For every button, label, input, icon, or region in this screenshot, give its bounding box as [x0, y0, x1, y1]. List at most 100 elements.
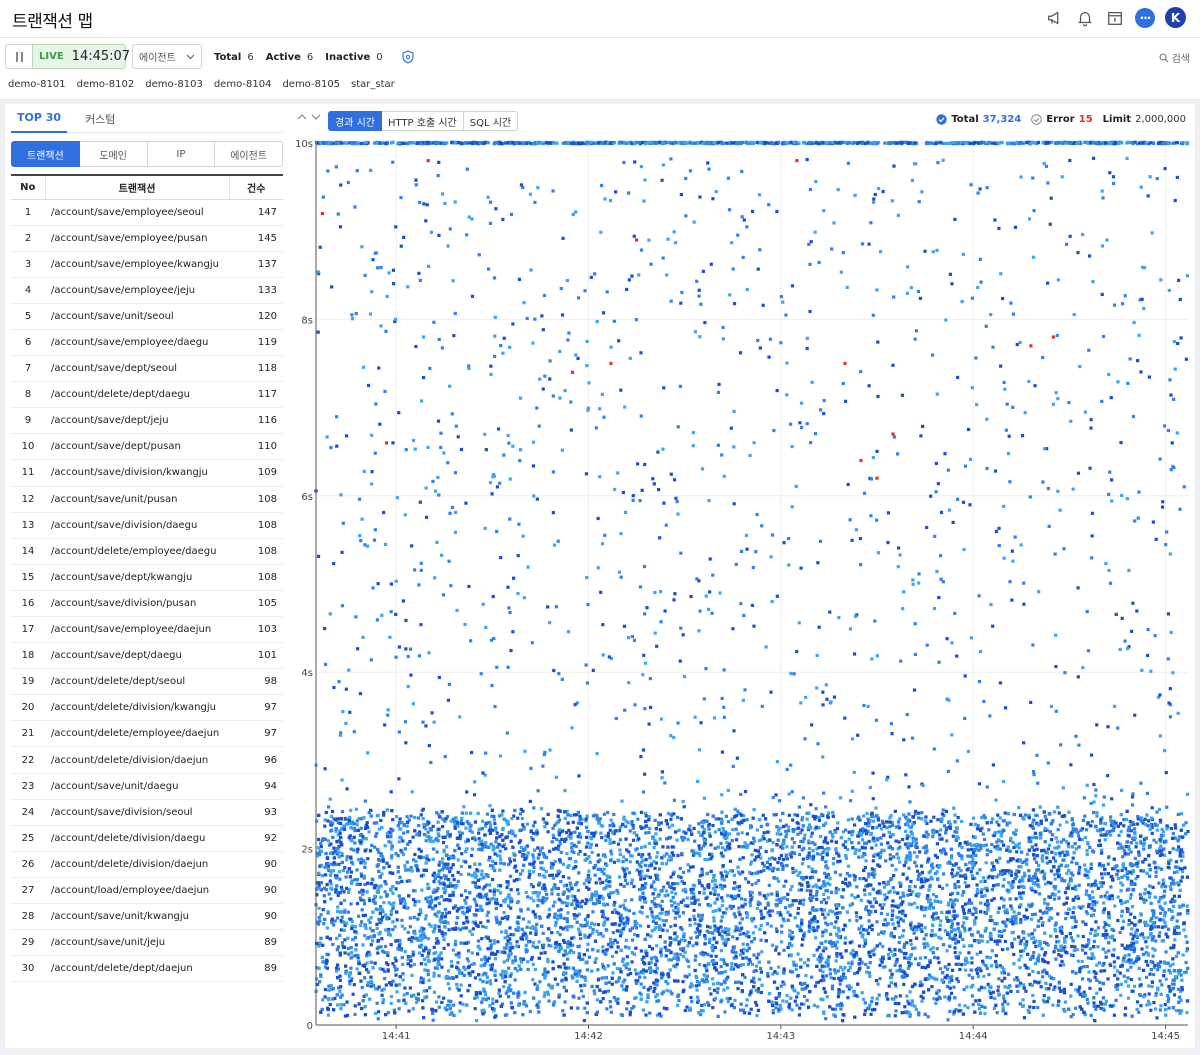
data-point — [332, 863, 336, 867]
table-row[interactable]: 4/account/save/employee/jeju 133 — [11, 277, 283, 304]
data-point — [1092, 970, 1096, 974]
agent-tag[interactable]: demo-8101 — [8, 79, 66, 90]
data-point — [413, 815, 417, 820]
table-row[interactable]: 16/account/save/division/pusan 105 — [11, 590, 283, 618]
legend-total[interactable]: Total 37,324 — [936, 114, 1021, 125]
table-row[interactable]: 29/account/save/unit/jeju 89 — [11, 929, 283, 957]
data-point — [403, 847, 407, 851]
table-row[interactable]: 21/account/delete/employee/daejun 97 — [11, 720, 283, 748]
table-row[interactable]: 3/account/save/employee/kwangju 137 — [11, 251, 283, 278]
table-row[interactable]: 25/account/delete/division/daegu 92 — [11, 825, 283, 852]
data-point — [781, 999, 785, 1003]
data-point — [855, 914, 859, 919]
table-row[interactable]: 7/account/save/dept/seoul 118 — [11, 355, 283, 383]
data-point — [950, 871, 954, 876]
data-point — [1182, 928, 1186, 932]
data-point — [1146, 999, 1151, 1003]
avatar[interactable]: K — [1165, 7, 1186, 28]
table-row[interactable]: 17/account/save/employee/daejun 103 — [11, 616, 283, 644]
table-row[interactable]: 22/account/delete/division/daejun 96 — [11, 746, 283, 774]
agent-tag[interactable]: demo-8102 — [76, 79, 135, 90]
data-point — [575, 902, 579, 906]
chat-icon[interactable]: ··· — [1135, 7, 1155, 28]
tab-sql-time[interactable]: SQL 시간 — [463, 111, 519, 131]
data-point — [1154, 874, 1158, 878]
data-point — [596, 949, 600, 953]
data-point — [441, 835, 445, 839]
column-header-transaction[interactable]: 트랜잭션 — [45, 175, 230, 200]
tab-top30[interactable]: TOP 30 — [11, 109, 68, 133]
data-point — [1120, 875, 1124, 879]
data-point — [496, 940, 500, 944]
data-point — [1078, 970, 1082, 974]
agent-tag[interactable]: demo-8103 — [145, 79, 203, 90]
table-row[interactable]: 8/account/delete/dept/daegu 117 — [11, 381, 283, 409]
column-header-count[interactable]: 건수 — [229, 175, 283, 200]
agent-tag[interactable]: demo-8105 — [282, 79, 341, 90]
data-point — [619, 882, 623, 887]
chevron-down-icon[interactable] — [311, 113, 321, 121]
table-row[interactable]: 13/account/save/division/daegu 108 — [11, 512, 283, 539]
data-point — [652, 901, 656, 905]
shield-icon[interactable] — [401, 50, 415, 64]
segment-transaction[interactable]: 트랜잭션 — [11, 141, 80, 167]
data-point — [741, 962, 745, 967]
table-row[interactable]: 2/account/save/employee/pusan 145 — [11, 225, 283, 252]
data-point — [590, 895, 594, 899]
data-point — [529, 835, 534, 840]
data-point — [388, 933, 393, 937]
table-row[interactable]: 28/account/save/unit/kwangju 90 — [11, 903, 283, 931]
agent-tag[interactable]: demo-8104 — [213, 79, 272, 90]
data-point — [1096, 886, 1100, 890]
data-point — [889, 814, 893, 818]
data-point — [695, 979, 700, 984]
chevron-up-icon[interactable] — [297, 113, 307, 121]
bell-icon[interactable] — [1075, 8, 1095, 28]
segment-agent[interactable]: 에이전트 — [215, 141, 283, 167]
table-row[interactable]: 30/account/delete/dept/daejun 89 — [11, 955, 283, 983]
table-row[interactable]: 1/account/save/employee/seoul 147 — [11, 199, 283, 226]
table-row[interactable]: 11/account/save/division/kwangju 109 — [11, 459, 283, 487]
tab-custom[interactable]: 커스텀 — [85, 113, 116, 126]
tab-elapsed-time[interactable]: 경과 시간 — [328, 111, 382, 131]
megaphone-icon[interactable] — [1045, 8, 1065, 28]
column-header-no[interactable]: No — [11, 175, 46, 200]
agent-tag[interactable]: star_star — [351, 79, 395, 90]
pause-button[interactable] — [5, 44, 33, 69]
table-row[interactable]: 12/account/save/unit/pusan 108 — [11, 486, 283, 513]
data-point — [912, 901, 917, 905]
table-row[interactable]: 19/account/delete/dept/seoul 98 — [11, 668, 283, 696]
data-point — [885, 912, 890, 916]
data-point — [396, 870, 400, 874]
data-point — [1102, 901, 1106, 905]
segment-ip[interactable]: IP — [147, 141, 216, 167]
data-point — [866, 829, 870, 833]
data-point — [1139, 1004, 1143, 1008]
table-row[interactable]: 20/account/delete/division/kwangju 97 — [11, 694, 283, 722]
table-row[interactable]: 18/account/save/dept/daegu 101 — [11, 642, 283, 670]
data-point — [754, 855, 758, 859]
data-point — [444, 845, 449, 849]
segment-domain[interactable]: 도메인 — [79, 141, 148, 167]
calendar-icon[interactable] — [1105, 8, 1125, 28]
table-row[interactable]: 27/account/load/employee/daejun 90 — [11, 877, 283, 905]
data-point — [1073, 884, 1077, 889]
row-count: 92 — [229, 825, 283, 852]
tab-http-time[interactable]: HTTP 호출 시간 — [381, 111, 464, 131]
table-row[interactable]: 9/account/save/dept/jeju 116 — [11, 407, 283, 435]
table-row[interactable]: 6/account/save/employee/daegu 119 — [11, 329, 283, 357]
search-button[interactable]: 검색 — [1159, 50, 1190, 65]
legend-error[interactable]: Error 15 — [1031, 114, 1093, 125]
data-point — [974, 861, 978, 865]
table-row[interactable]: 24/account/save/division/seoul 93 — [11, 799, 283, 826]
agent-select[interactable]: 에이전트 — [132, 44, 202, 69]
table-row[interactable]: 10/account/save/dept/pusan 110 — [11, 433, 283, 461]
table-row[interactable]: 15/account/save/dept/kwangju 108 — [11, 564, 283, 591]
table-row[interactable]: 14/account/delete/employee/daegu 108 — [11, 538, 283, 565]
table-row[interactable]: 5/account/save/unit/seoul 120 — [11, 303, 283, 330]
data-point — [915, 905, 919, 909]
table-row[interactable]: 26/account/delete/division/daejun 90 — [11, 851, 283, 878]
data-point — [1027, 813, 1031, 817]
table-row[interactable]: 23/account/save/unit/daegu 94 — [11, 773, 283, 800]
